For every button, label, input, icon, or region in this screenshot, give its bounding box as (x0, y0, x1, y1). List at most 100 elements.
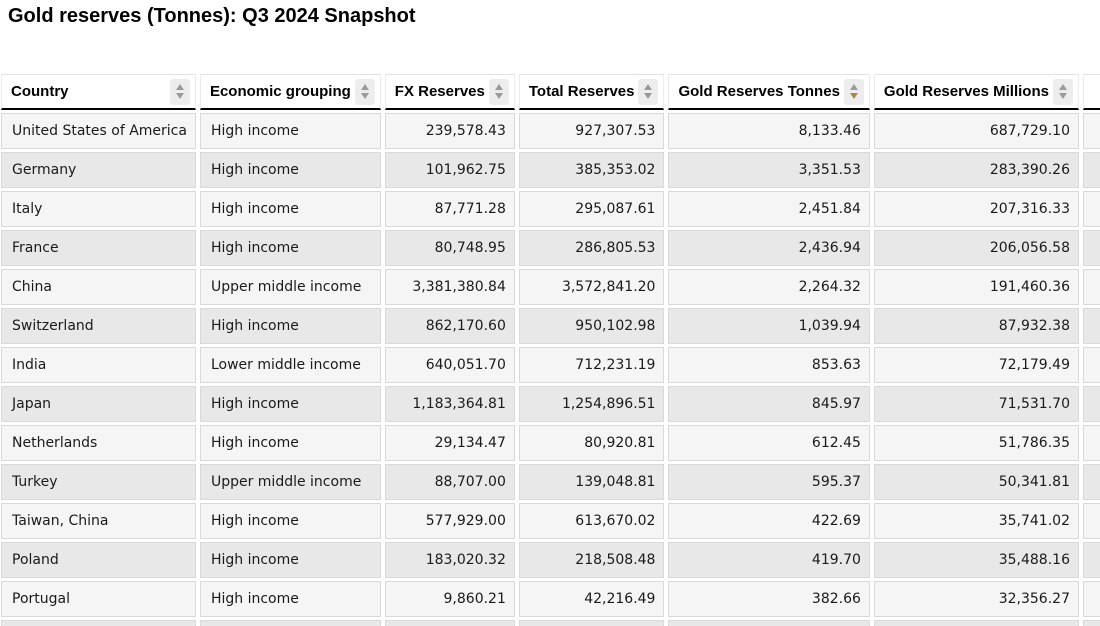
cell-economic-grouping: High income (199, 230, 381, 266)
cell-country (1, 620, 196, 626)
cell-economic-grouping: High income (199, 191, 381, 227)
cell-gold-reserves-tonnes (668, 620, 870, 626)
cell-gold-reserves-millions: 687,729.10 (873, 113, 1079, 149)
cell-gold-reserves-millions: 32,356.27 (873, 581, 1079, 617)
sort-button[interactable] (843, 78, 864, 105)
cell-gold-reserves-millions: 72,179.49 (873, 347, 1079, 383)
cell-fx-reserves: 577,929.00 (384, 503, 515, 539)
sort-button[interactable] (169, 78, 190, 105)
cell-total-reserves: 218,508.48 (518, 542, 665, 578)
sort-desc-icon (1058, 93, 1067, 99)
cell-country: Italy (1, 191, 196, 227)
column-label: Country (11, 83, 69, 100)
table-header: Country Economic grouping FX Reserves Total… (1, 74, 1100, 110)
cell-gold-reserves-tonnes: 2,451.84 (668, 191, 870, 227)
cell-country: Taiwan, China (1, 503, 196, 539)
cell-economic-grouping: High income (199, 542, 381, 578)
cell-economic-grouping: High income (199, 308, 381, 344)
table-body: United States of America High income 239,5… (1, 113, 1100, 626)
table-row: Turkey Upper middle income 88,707.00 139,04… (1, 464, 1100, 500)
column-header-inner: FX Reserves (394, 78, 509, 105)
cell-overflow (1082, 152, 1100, 188)
column-header-inner: Total Reserves (528, 78, 659, 105)
column-label: Gold Reserves Tonnes (678, 83, 840, 100)
cell-gold-reserves-tonnes: 853.63 (668, 347, 870, 383)
cell-country: Netherlands (1, 425, 196, 461)
sort-button[interactable] (1052, 78, 1073, 105)
cell-gold-reserves-millions: 283,390.26 (873, 152, 1079, 188)
cell-fx-reserves: 101,962.75 (384, 152, 515, 188)
cell-fx-reserves: 183,020.32 (384, 542, 515, 578)
column-header-gold-reserves-tonnes[interactable]: Gold Reserves Tonnes (668, 74, 870, 110)
cell-fx-reserves: 80,748.95 (384, 230, 515, 266)
cell-country: India (1, 347, 196, 383)
cell-gold-reserves-millions: 71,531.70 (873, 386, 1079, 422)
cell-gold-reserves-millions: 191,460.36 (873, 269, 1079, 305)
column-header-gold-reserves-millions[interactable]: Gold Reserves Millions (873, 74, 1079, 110)
column-label: Gold Reserves Millions (883, 83, 1049, 100)
cell-overflow (1082, 425, 1100, 461)
cell-total-reserves: 3,572,841.20 (518, 269, 665, 305)
sort-button[interactable] (488, 78, 509, 105)
column-label: Economic grouping (209, 83, 351, 100)
cell-country: Germany (1, 152, 196, 188)
cell-fx-reserves: 1,183,364.81 (384, 386, 515, 422)
cell-overflow (1082, 308, 1100, 344)
cell-country: United States of America (1, 113, 196, 149)
column-label: Total Reserves (528, 83, 635, 100)
cell-fx-reserves: 9,860.21 (384, 581, 515, 617)
column-header-inner: Gold Reserves Tonnes (678, 78, 864, 105)
cell-gold-reserves-tonnes: 2,264.32 (668, 269, 870, 305)
cell-total-reserves: 80,920.81 (518, 425, 665, 461)
cell-country: China (1, 269, 196, 305)
cell-overflow (1082, 503, 1100, 539)
cell-gold-reserves-tonnes: 3,351.53 (668, 152, 870, 188)
column-header-fx-reserves[interactable]: FX Reserves (384, 74, 515, 110)
cell-fx-reserves: 29,134.47 (384, 425, 515, 461)
cell-economic-grouping: High income (199, 581, 381, 617)
page-title: Gold reserves (Tonnes): Q3 2024 Snapshot (8, 5, 416, 27)
table-row: Poland High income 183,020.32 218,508.48 419… (1, 542, 1100, 578)
cell-fx-reserves: 239,578.43 (384, 113, 515, 149)
cell-fx-reserves: 88,707.00 (384, 464, 515, 500)
sort-asc-icon (1058, 84, 1067, 90)
cell-gold-reserves-tonnes: 8,133.46 (668, 113, 870, 149)
table-row: India Lower middle income 640,051.70 712,23… (1, 347, 1100, 383)
column-header-inner: Economic grouping (209, 78, 375, 105)
column-header-total-reserves[interactable]: Total Reserves (518, 74, 665, 110)
cell-country: Poland (1, 542, 196, 578)
cell-total-reserves: 286,805.53 (518, 230, 665, 266)
cell-total-reserves: 613,670.02 (518, 503, 665, 539)
cell-country: France (1, 230, 196, 266)
table-row: United States of America High income 239,5… (1, 113, 1100, 149)
cell-gold-reserves-millions: 87,932.38 (873, 308, 1079, 344)
column-label: FX Reserves (394, 83, 485, 100)
cell-gold-reserves-millions: 35,488.16 (873, 542, 1079, 578)
column-header-economic-grouping[interactable]: Economic grouping (199, 74, 381, 110)
sort-asc-icon (175, 84, 184, 90)
sort-button[interactable] (354, 78, 375, 105)
cell-country: Turkey (1, 464, 196, 500)
cell-gold-reserves-millions: 206,056.58 (873, 230, 1079, 266)
cell-country: Japan (1, 386, 196, 422)
cell-overflow (1082, 620, 1100, 626)
cell-overflow (1082, 386, 1100, 422)
cell-total-reserves: 1,254,896.51 (518, 386, 665, 422)
table-row: Italy High income 87,771.28 295,087.61 2,451… (1, 191, 1100, 227)
cell-overflow (1082, 230, 1100, 266)
sort-desc-icon (644, 93, 653, 99)
gold-reserves-table: Country Economic grouping FX Reserves Total… (0, 71, 1100, 626)
table-row: China Upper middle income 3,381,380.84 3,57… (1, 269, 1100, 305)
sort-asc-icon (849, 84, 858, 90)
cell-overflow (1082, 347, 1100, 383)
cell-gold-reserves-tonnes: 845.97 (668, 386, 870, 422)
cell-economic-grouping: Lower middle income (199, 347, 381, 383)
table-row: Portugal High income 9,860.21 42,216.49 382.… (1, 581, 1100, 617)
cell-gold-reserves-millions: 50,341.81 (873, 464, 1079, 500)
data-table-container: Country Economic grouping FX Reserves Total… (0, 71, 1100, 626)
sort-asc-icon (644, 84, 653, 90)
column-header-country[interactable]: Country (1, 74, 196, 110)
table-row: Switzerland High income 862,170.60 950,102.… (1, 308, 1100, 344)
cell-overflow (1082, 269, 1100, 305)
sort-button[interactable] (638, 78, 659, 105)
